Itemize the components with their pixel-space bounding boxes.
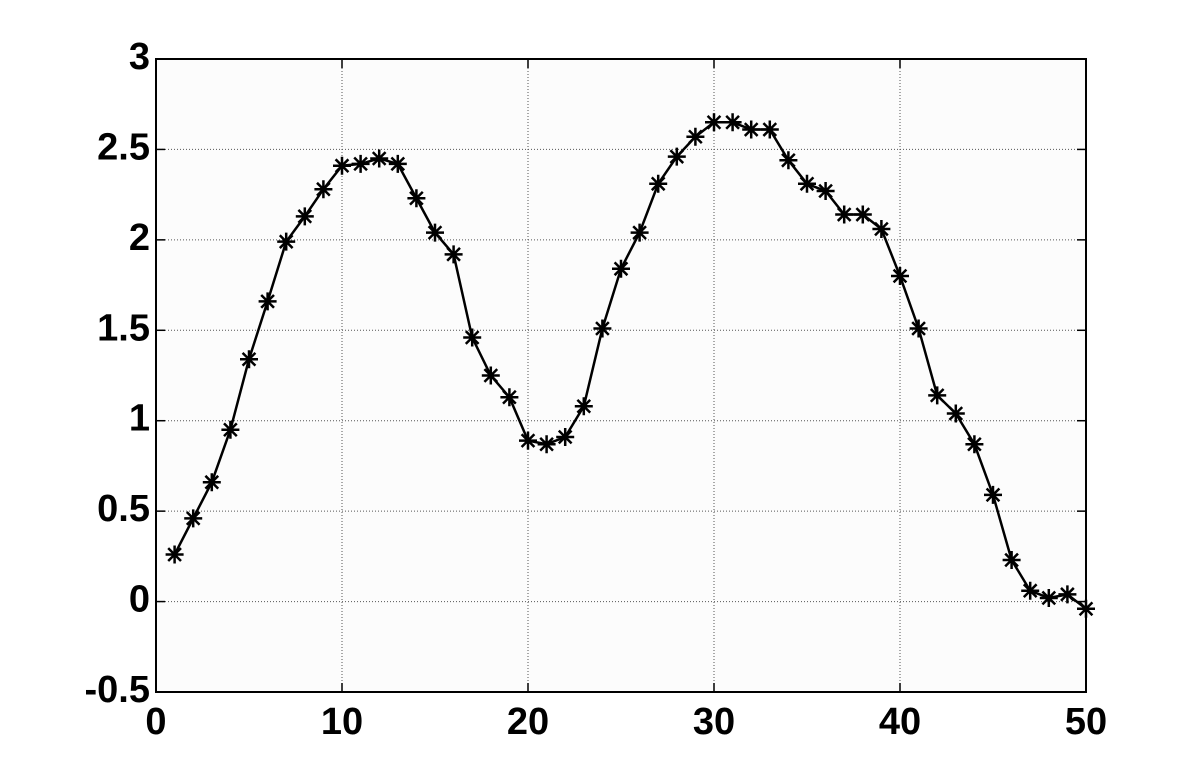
marker: [221, 420, 240, 439]
marker: [481, 366, 500, 385]
marker: [1002, 550, 1021, 569]
marker: [426, 223, 444, 242]
marker: [946, 404, 965, 423]
marker: [444, 245, 463, 264]
y-tick-label: 1.5: [97, 307, 150, 349]
marker: [705, 113, 723, 132]
marker: [909, 319, 928, 338]
marker: [165, 545, 184, 564]
marker: [649, 174, 668, 193]
marker: [984, 485, 1002, 504]
axes-box: [155, 58, 1087, 693]
marker: [835, 205, 854, 224]
y-tick-label: 1: [129, 398, 150, 440]
plot-area: [156, 59, 1086, 692]
marker: [667, 147, 686, 166]
marker: [314, 180, 333, 199]
y-tick-label: 0.5: [97, 488, 150, 530]
marker: [574, 397, 593, 416]
y-tick-label: 2: [129, 217, 150, 259]
marker: [965, 435, 984, 454]
y-tick-label: 0: [129, 579, 150, 621]
x-tick-label: 10: [321, 701, 363, 743]
marker: [351, 154, 370, 173]
x-tick-label: 0: [145, 701, 166, 743]
marker: [612, 259, 630, 278]
x-tick-label: 30: [693, 701, 735, 743]
y-tick-label: 3: [129, 36, 150, 78]
marker: [928, 386, 947, 405]
marker: [537, 435, 556, 454]
marker: [277, 232, 296, 251]
marker: [853, 205, 872, 224]
marker: [798, 174, 816, 193]
marker: [816, 182, 835, 201]
marker: [1021, 581, 1040, 600]
marker: [519, 431, 537, 450]
marker: [779, 151, 798, 170]
marker: [333, 156, 351, 175]
marker: [184, 509, 203, 528]
marker: [407, 189, 426, 208]
x-tick-label: 20: [507, 701, 549, 743]
marker: [686, 127, 705, 146]
marker: [891, 267, 909, 286]
marker: [1039, 588, 1058, 607]
marker: [1058, 585, 1077, 604]
y-tick-label: 2.5: [97, 126, 150, 168]
marker: [388, 154, 407, 173]
marker: [463, 328, 482, 347]
marker: [723, 113, 742, 132]
marker: [872, 220, 891, 239]
marker: [500, 388, 519, 407]
marker: [760, 120, 779, 139]
marker: [742, 120, 761, 139]
marker: [630, 223, 649, 242]
marker: [370, 149, 389, 168]
marker: [202, 473, 221, 492]
marker: [240, 350, 258, 369]
marker: [1077, 599, 1095, 618]
x-tick-label: 40: [879, 701, 921, 743]
y-tick-label: -0.5: [85, 669, 150, 711]
marker: [258, 292, 277, 311]
marker: [295, 207, 314, 226]
x-tick-label: 50: [1065, 701, 1107, 743]
marker: [593, 319, 612, 338]
marker: [556, 427, 575, 446]
